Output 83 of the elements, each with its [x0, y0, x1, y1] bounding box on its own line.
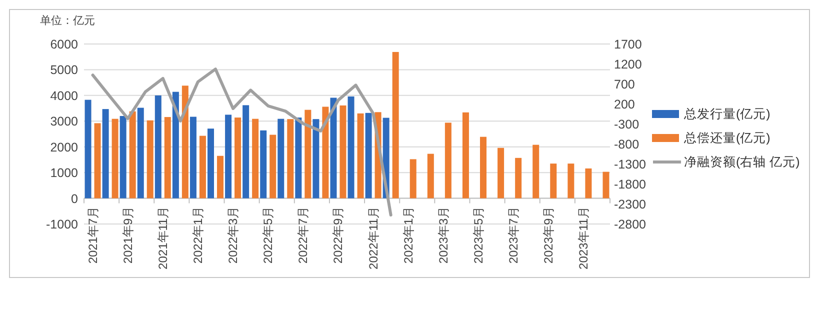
bar: [242, 105, 250, 198]
bar: [102, 109, 109, 198]
y-tick-label: 3000: [50, 114, 78, 129]
x-tick-label: 2022年3月: [226, 206, 240, 264]
y2-tick-label: -1800: [614, 178, 646, 192]
bar: [322, 106, 329, 198]
bar: [304, 110, 312, 198]
x-tick-label: 2023年1月: [401, 206, 416, 264]
bar: [312, 119, 320, 198]
bar: [498, 148, 504, 198]
y2-tick-label: -2300: [614, 198, 646, 212]
bar: [252, 118, 259, 198]
x-tick-label: 2023年7月: [506, 206, 521, 264]
bar: [260, 130, 267, 198]
bar: [602, 172, 610, 198]
bar: [348, 96, 354, 198]
bar: [137, 108, 144, 198]
bar: [182, 86, 188, 198]
y2-tick-label: -300: [614, 118, 640, 132]
bar: [225, 114, 232, 198]
y2-tick-label: -1300: [614, 158, 646, 172]
x-tick-label: 2023年9月: [542, 206, 556, 264]
x-tick-label: 2022年9月: [331, 206, 346, 264]
y2-tick-label: -2800: [614, 218, 646, 232]
bar: [199, 136, 206, 198]
y-tick-label: 2000: [50, 140, 78, 154]
bar: [172, 92, 179, 198]
bar: [392, 52, 399, 198]
bar: [340, 105, 346, 198]
y2-tick-label: 200: [614, 98, 635, 112]
bar: [129, 111, 136, 198]
bar: [278, 118, 284, 198]
bar: [427, 154, 434, 198]
x-tick-label: 2022年1月: [190, 206, 205, 264]
y-tick-label: 6000: [50, 38, 78, 52]
bar: [112, 118, 118, 198]
bar: [462, 112, 469, 198]
y-tick-label: 5000: [50, 63, 78, 78]
bar: [84, 100, 92, 198]
x-tick-label: 2021年11月: [156, 206, 170, 270]
bar: [532, 144, 540, 198]
bar: [444, 122, 452, 198]
x-tick-label: 2022年5月: [261, 206, 276, 264]
bar: [270, 134, 276, 198]
x-tick-label: 2023年11月: [576, 206, 591, 270]
y-tick-label: 4000: [50, 88, 78, 103]
bar: [146, 120, 154, 198]
legend-label: 总偿还量(亿元): [683, 131, 770, 145]
y2-tick-label: 1200: [614, 58, 642, 72]
bar: [568, 164, 574, 198]
bar: [190, 116, 196, 198]
bar: [550, 164, 557, 198]
y-tick-label: -1000: [46, 218, 78, 232]
bar: [94, 123, 101, 198]
bar: [217, 156, 224, 198]
x-tick-label: 2023年5月: [472, 206, 486, 264]
bar: [154, 95, 162, 198]
bar: [120, 116, 126, 198]
x-tick-label: 2021年7月: [86, 206, 100, 264]
x-tick-label: 2023年3月: [436, 206, 450, 264]
y-axis-title: 单位：亿元: [40, 14, 95, 27]
y-tick-label: 1000: [50, 166, 78, 180]
legend-label: 净融资额(右轴 亿元): [684, 155, 800, 169]
x-tick-label: 2022年11月: [366, 206, 380, 270]
bar: [357, 113, 364, 198]
bar: [164, 117, 171, 198]
bar: [585, 168, 592, 198]
bar: [410, 159, 416, 198]
bar: [295, 118, 302, 198]
bar: [330, 98, 337, 198]
bar: [480, 136, 486, 198]
y2-tick-label: 1700: [614, 38, 642, 52]
x-tick-label: 2022年7月: [296, 206, 310, 264]
bar: [515, 158, 522, 198]
bar: [234, 118, 242, 198]
y2-tick-label: 700: [614, 78, 635, 92]
bar: [208, 128, 214, 198]
bar: [287, 119, 294, 198]
bar: [365, 112, 372, 198]
y2-tick-label: -800: [614, 138, 640, 152]
y-tick-label: 0: [71, 192, 78, 206]
legend-label: 总发行量(亿元): [683, 107, 770, 121]
x-tick-label: 2021年9月: [120, 206, 135, 264]
